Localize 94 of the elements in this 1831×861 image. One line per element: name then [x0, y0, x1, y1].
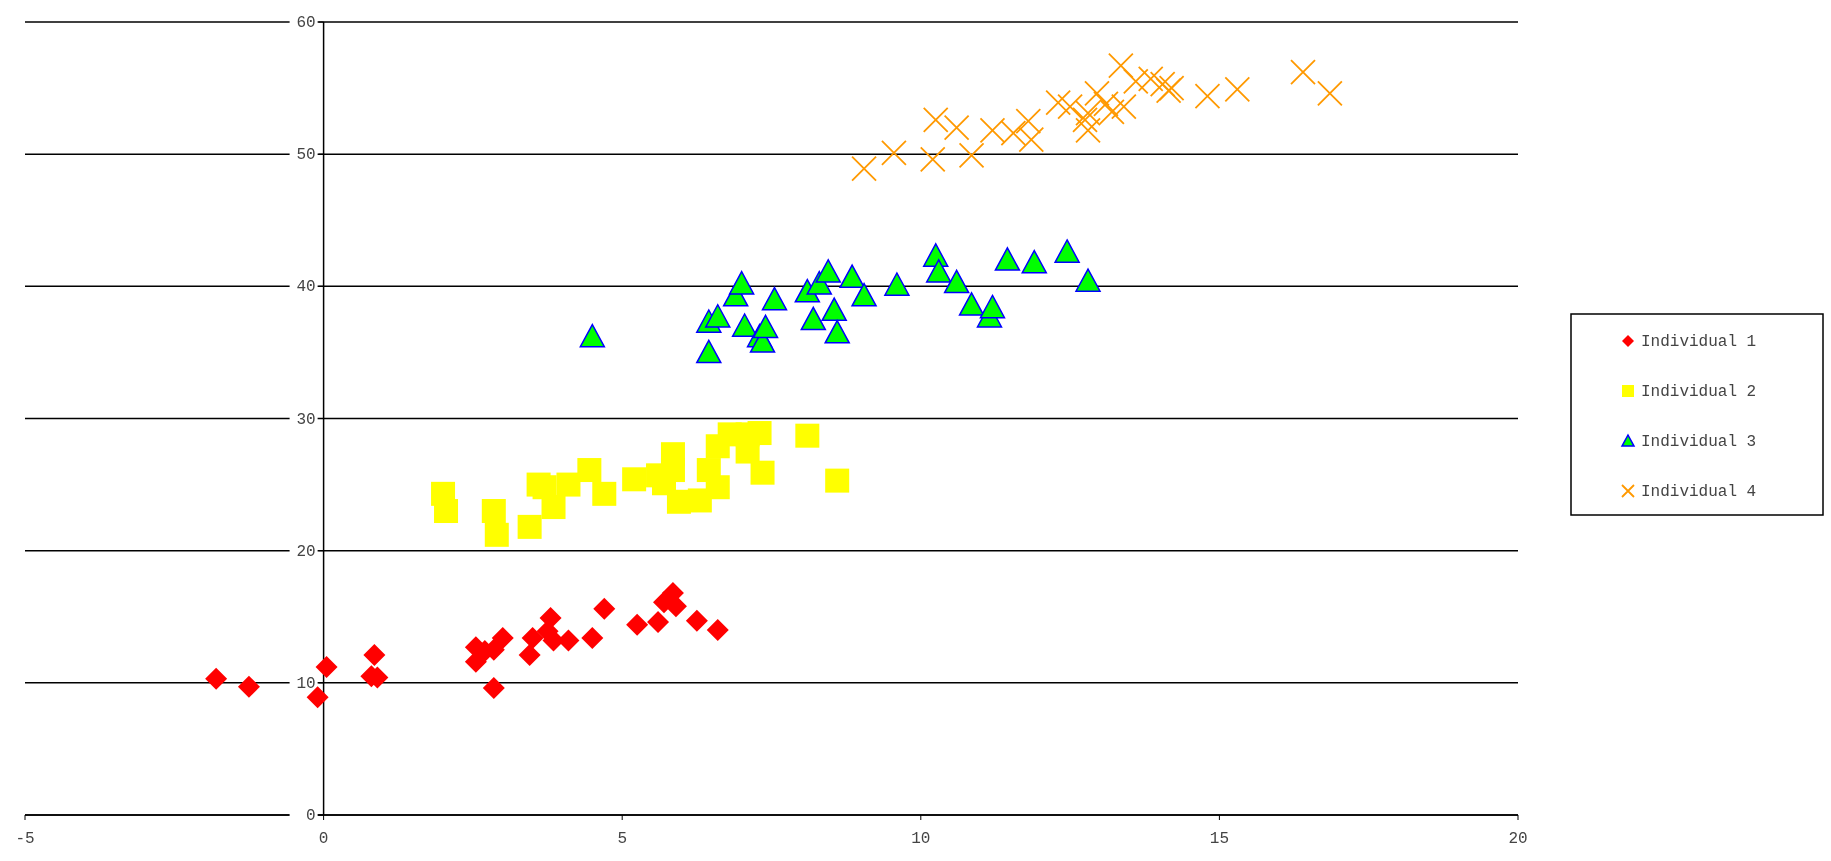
- point: [1107, 52, 1134, 79]
- point: [539, 607, 562, 630]
- point: [825, 468, 850, 493]
- y-tick-label: 40: [296, 278, 316, 297]
- point: [752, 314, 779, 339]
- point: [884, 272, 910, 296]
- point: [958, 142, 985, 169]
- point: [881, 139, 907, 166]
- point: [958, 292, 985, 316]
- point: [205, 667, 228, 690]
- point: [626, 613, 649, 636]
- point: [521, 626, 544, 649]
- point: [800, 306, 827, 331]
- point: [1054, 239, 1080, 263]
- point: [237, 675, 260, 698]
- point: [1015, 108, 1042, 135]
- legend-label: Individual 1: [1641, 333, 1757, 351]
- y-tick-label: 50: [296, 146, 316, 165]
- point: [482, 677, 505, 700]
- point: [696, 339, 722, 364]
- point: [994, 247, 1021, 271]
- point: [491, 626, 514, 649]
- point: [581, 626, 604, 649]
- point: [761, 286, 788, 311]
- point: [647, 611, 670, 634]
- point: [1093, 91, 1119, 117]
- point: [821, 297, 847, 322]
- point: [481, 499, 506, 524]
- y-tick-label: 30: [296, 410, 316, 429]
- point: [1021, 249, 1048, 274]
- x-tick-label: 10: [911, 830, 931, 848]
- point: [979, 117, 1006, 144]
- point: [1075, 268, 1101, 292]
- point: [484, 522, 509, 547]
- point: [731, 313, 758, 337]
- y-tick-label: 60: [296, 14, 316, 32]
- point: [1075, 117, 1101, 144]
- x-tick-label: 15: [1209, 830, 1229, 848]
- point: [851, 155, 877, 182]
- point: [1316, 80, 1343, 107]
- point: [593, 597, 616, 620]
- point: [1000, 120, 1027, 146]
- y-tick-label: 0: [305, 807, 316, 825]
- point: [518, 644, 541, 667]
- point: [517, 514, 542, 539]
- point: [1194, 83, 1221, 109]
- point: [839, 264, 865, 289]
- point: [1045, 89, 1072, 116]
- point: [1084, 80, 1110, 107]
- point: [747, 421, 772, 446]
- point: [925, 259, 952, 283]
- point: [579, 323, 606, 348]
- y-tick-label: 10: [296, 674, 316, 693]
- point: [943, 269, 970, 294]
- point: [592, 481, 617, 506]
- y-tick-label: 20: [296, 542, 316, 561]
- point: [1057, 93, 1083, 120]
- point: [1149, 71, 1176, 98]
- x-tick-label: 20: [1508, 830, 1528, 848]
- point: [1072, 106, 1098, 133]
- point: [815, 259, 841, 283]
- point: [1018, 126, 1045, 153]
- point: [315, 655, 338, 678]
- point: [705, 303, 731, 328]
- point: [363, 644, 386, 667]
- point: [1122, 68, 1149, 95]
- x-tick-label: -5: [15, 830, 35, 848]
- point: [1110, 93, 1137, 120]
- point: [556, 472, 581, 497]
- point: [306, 686, 329, 709]
- point: [622, 467, 647, 492]
- point: [1075, 100, 1101, 127]
- legend-label: Individual 3: [1641, 433, 1757, 451]
- point: [728, 270, 755, 295]
- x-tick-label: 5: [617, 830, 627, 848]
- point: [851, 282, 877, 307]
- x-tick-label: 0: [318, 830, 329, 848]
- point: [824, 319, 850, 344]
- point: [434, 499, 459, 524]
- point: [1137, 65, 1164, 92]
- point: [1224, 76, 1251, 103]
- point: [685, 609, 708, 632]
- point: [943, 114, 970, 141]
- point: [577, 458, 602, 483]
- point: [1290, 59, 1316, 86]
- point: [795, 423, 820, 448]
- point: [919, 146, 946, 173]
- point: [706, 618, 729, 641]
- point: [1099, 98, 1125, 125]
- legend-label: Individual 4: [1641, 483, 1757, 501]
- point: [979, 294, 1006, 319]
- point: [750, 460, 775, 485]
- legend-label: Individual 2: [1641, 383, 1757, 401]
- point: [922, 106, 949, 133]
